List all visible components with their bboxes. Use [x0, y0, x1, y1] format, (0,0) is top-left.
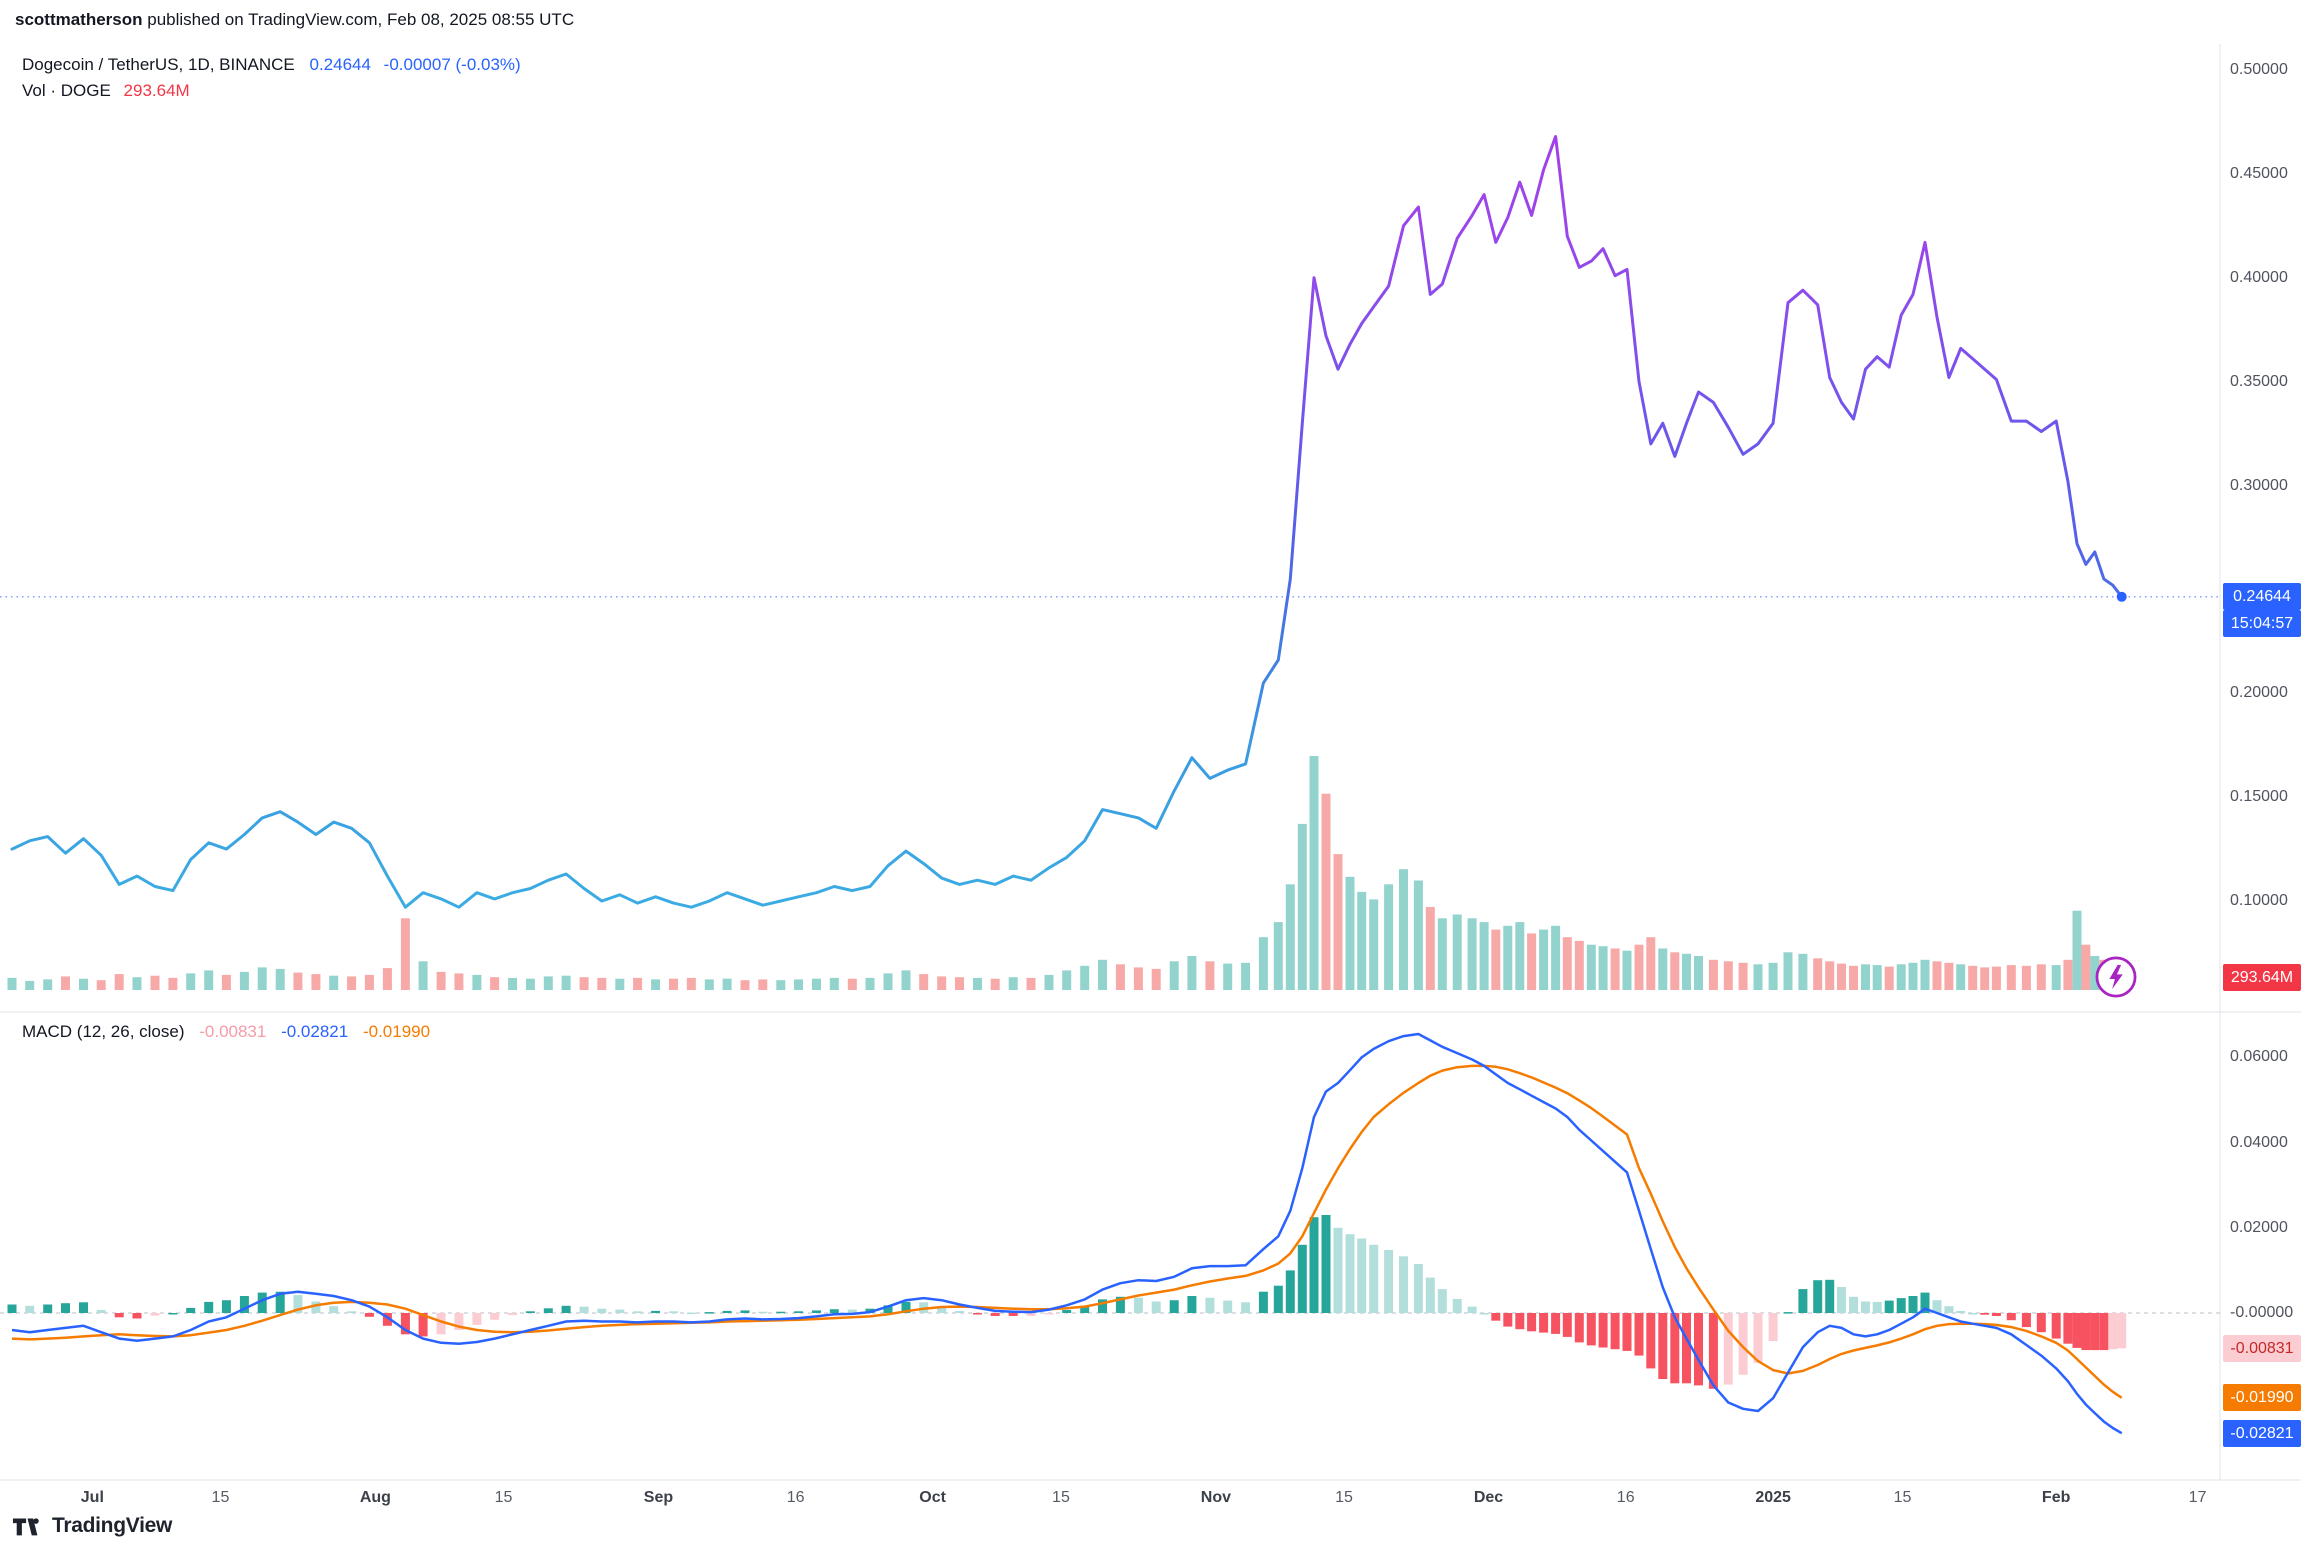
- price-change-value: -0.00007 (-0.03%): [383, 55, 521, 74]
- macd-title[interactable]: MACD (12, 26, close): [22, 1022, 185, 1041]
- time-tick-label: Feb: [2041, 1489, 2071, 1506]
- volume-legend-row: Vol · DOGE 293.64M: [22, 78, 521, 104]
- author-name: scottmatherson: [15, 10, 143, 29]
- time-tick-label: Sep: [643, 1489, 674, 1506]
- volume-label[interactable]: Vol · DOGE: [22, 81, 111, 100]
- volume-badge: 293.64M: [2223, 963, 2301, 991]
- publish-header: scottmatherson published on TradingView.…: [15, 10, 574, 30]
- symbol-title[interactable]: Dogecoin / TetherUS, 1D, BINANCE: [22, 55, 295, 74]
- time-tick-label: Aug: [359, 1489, 391, 1506]
- last-price-badge: 0.24644: [2223, 583, 2301, 611]
- countdown-badge: 15:04:57: [2223, 610, 2301, 638]
- macd-hist-value: -0.00831: [199, 1022, 267, 1041]
- time-tick-label: 15: [1052, 1489, 1070, 1506]
- symbol-legend: Dogecoin / TetherUS, 1D, BINANCE 0.24644…: [22, 52, 521, 104]
- time-tick-label: 16: [786, 1489, 805, 1506]
- brand-name: TradingView: [52, 1514, 173, 1537]
- macd-signal-value: -0.01990: [362, 1022, 431, 1041]
- macd-legend: MACD (12, 26, close) -0.00831 -0.02821 -…: [22, 1022, 430, 1042]
- symbol-legend-row: Dogecoin / TetherUS, 1D, BINANCE 0.24644…: [22, 52, 521, 78]
- time-tick-label: Nov: [1200, 1489, 1232, 1506]
- last-price-value: 0.24644: [309, 55, 371, 74]
- macd-signal-badge: -0.01990: [2223, 1384, 2301, 1412]
- time-tick-label: 15: [1335, 1489, 1353, 1506]
- macd-line-value: -0.02821: [281, 1022, 349, 1041]
- boost-button[interactable]: [2094, 955, 2138, 999]
- time-tick-label: Oct: [919, 1489, 946, 1506]
- time-axis[interactable]: Jul 15 Aug 15 Sep 16 Oct 15 Nov 15 Dec 16 2025 15 Feb 1…: [0, 1480, 2220, 1518]
- time-tick-label: 15: [211, 1489, 230, 1506]
- time-tick-label: Jul: [80, 1489, 104, 1506]
- time-tick-label: Dec: [1473, 1489, 1504, 1506]
- time-tick-label: 17: [2188, 1489, 2207, 1506]
- macd-hist-badge: -0.00831: [2223, 1334, 2301, 1362]
- lightning-icon: [2095, 956, 2137, 998]
- time-tick-label: 15: [494, 1489, 513, 1506]
- volume-value: 293.64M: [123, 81, 190, 100]
- time-tick-label: 2025: [1755, 1489, 1791, 1506]
- tradingview-logo-icon: [12, 1518, 39, 1536]
- publish-info: published on TradingView.com, Feb 08, 20…: [142, 10, 575, 29]
- time-tick-label: 16: [1616, 1489, 1635, 1506]
- macd-line-badge: -0.02821: [2223, 1419, 2301, 1447]
- time-tick-label: 15: [1893, 1489, 1912, 1506]
- tradingview-footer-logo[interactable]: TradingView: [12, 1514, 172, 1538]
